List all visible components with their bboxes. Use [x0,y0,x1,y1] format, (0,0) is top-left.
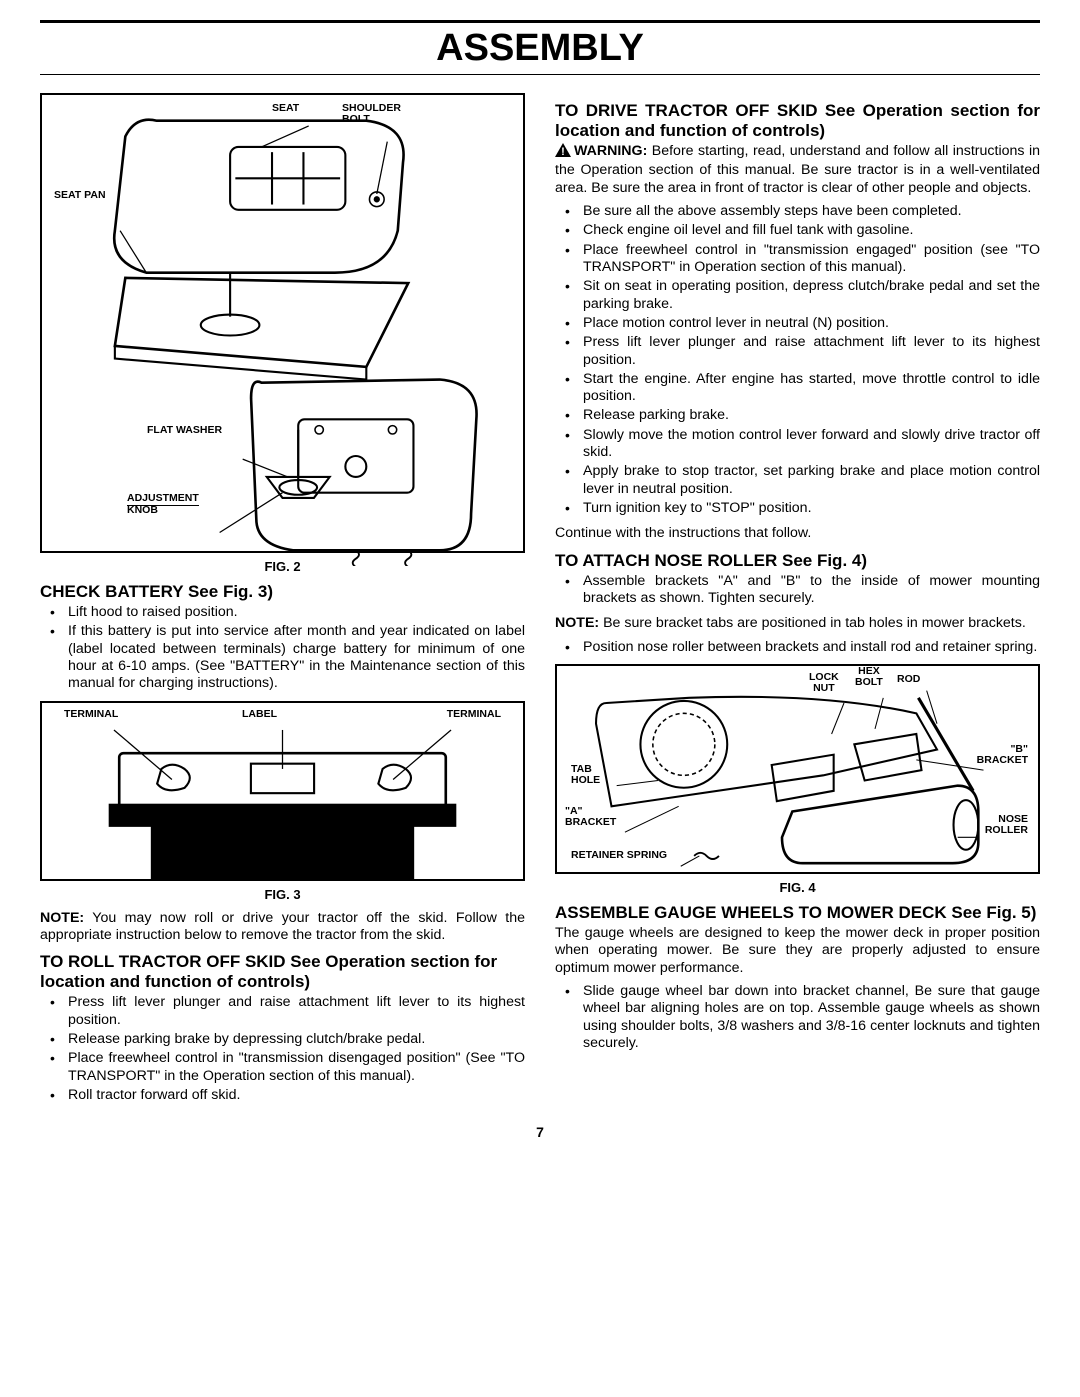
list-item: Place freewheel control in "transmission… [555,242,1040,277]
gauge-wheels-list: Slide gauge wheel bar down into bracket … [555,983,1040,1052]
fig4-label-rod: ROD [897,674,920,685]
fig2-label-flat-washer: FLAT WASHER [147,425,222,436]
drive-off-skid-list: Be sure all the above assembly steps hav… [555,203,1040,517]
fig3-label-terminal-right: TERMINAL [447,709,501,720]
nose-roller-list-1: Assemble brackets "A" and "B" to the ins… [555,573,1040,608]
fig4-label-a-bracket: "A"BRACKET [565,806,616,828]
left-column: SEAT SHOULDERBOLT SEAT PAN FLAT WASHER A… [40,93,525,1112]
list-item: Press lift lever plunger and raise attac… [555,334,1040,369]
figure-4-box: LOCKNUT HEXBOLT ROD TABHOLE "B"BRACKET "… [555,664,1040,874]
note-text: Be sure bracket tabs are positioned in t… [603,615,1026,631]
rule-heavy-top [40,20,1040,23]
fig4-label-b-bracket: "B"BRACKET [977,744,1028,766]
list-item: If this battery is put into service afte… [40,623,525,692]
fig2-diagram [52,105,513,566]
fig2-label-shoulder-bolt: SHOULDERBOLT [342,103,401,125]
list-item: Start the engine. After engine has start… [555,371,1040,406]
roll-off-skid-list: Press lift lever plunger and raise attac… [40,994,525,1104]
page: ASSEMBLY SEAT SHOULDERBOLT SEAT PAN FLAT… [0,0,1080,1170]
fig4-caption: FIG. 4 [555,880,1040,895]
list-item: Release parking brake. [555,407,1040,424]
fig2-label-seat-pan: SEAT PAN [54,190,106,201]
svg-text:!: ! [561,146,565,157]
gauge-wheels-heading: ASSEMBLE GAUGE WHEELS TO MOWER DECK See … [555,903,1040,923]
fig4-label-nose-roller: NOSEROLLER [985,814,1028,836]
fig4-label-retainer-spring: RETAINER SPRING [571,850,667,861]
figure-3-box: TERMINAL LABEL TERMINAL [40,701,525,881]
list-item: Assemble brackets "A" and "B" to the ins… [555,573,1040,608]
list-item: Turn ignition key to "STOP" position. [555,500,1040,517]
page-title: ASSEMBLY [40,27,1040,70]
rule-thin-under-title [40,74,1040,75]
drive-off-skid-heading: TO DRIVE TRACTOR OFF SKID See Operation … [555,101,1040,141]
note-label: NOTE: [555,615,599,631]
fig3-label-terminal-left: TERMINAL [64,709,118,720]
check-battery-list: Lift hood to raised position. If this ba… [40,604,525,693]
fig3-caption: FIG. 3 [40,887,525,902]
fig4-label-hex-bolt: HEXBOLT [855,666,883,688]
list-item: Check engine oil level and fill fuel tan… [555,222,1040,239]
continue-text: Continue with the instructions that foll… [555,525,1040,542]
list-item: Apply brake to stop tractor, set parking… [555,463,1040,498]
check-battery-heading: CHECK BATTERY See Fig. 3) [40,582,525,602]
list-item: Place freewheel control in "transmission… [40,1050,525,1085]
list-item: Be sure all the above assembly steps hav… [555,203,1040,220]
fig4-label-tab-hole: TABHOLE [571,764,600,786]
list-item: Lift hood to raised position. [40,604,525,621]
list-item: Roll tractor forward off skid. [40,1087,525,1104]
list-item: Position nose roller between brackets an… [555,639,1040,656]
gauge-wheels-body: The gauge wheels are designed to keep th… [555,925,1040,977]
warning-paragraph: ! WARNING: Before starting, read, unders… [555,143,1040,197]
fig4-label-lock-nut: LOCKNUT [809,672,839,694]
list-item: Place motion control lever in neutral (N… [555,315,1040,332]
right-column: TO DRIVE TRACTOR OFF SKID See Operation … [555,93,1040,1112]
warning-icon: ! [555,143,571,162]
note-text: You may now roll or drive your tractor o… [40,910,525,943]
list-item: Slowly move the motion control lever for… [555,427,1040,462]
nose-roller-list-2: Position nose roller between brackets an… [555,639,1040,656]
two-column-layout: SEAT SHOULDERBOLT SEAT PAN FLAT WASHER A… [40,93,1040,1112]
fig2-label-knob: KNOB [127,505,158,516]
nose-roller-heading: TO ATTACH NOSE ROLLER See Fig. 4) [555,551,1040,571]
roll-off-skid-heading: TO ROLL TRACTOR OFF SKID See Operation s… [40,952,525,992]
list-item: Slide gauge wheel bar down into bracket … [555,983,1040,1052]
list-item: Sit on seat in operating position, depre… [555,278,1040,313]
note-label: NOTE: [40,910,84,926]
fig4-diagram [565,672,1030,879]
figure-2-box: SEAT SHOULDERBOLT SEAT PAN FLAT WASHER A… [40,93,525,553]
list-item: Release parking brake by depressing clut… [40,1031,525,1048]
note-after-fig3: NOTE: You may now roll or drive your tra… [40,910,525,945]
page-number: 7 [40,1124,1040,1140]
fig3-label-label: LABEL [242,709,277,720]
fig2-label-seat: SEAT [272,103,299,114]
nose-roller-note: NOTE: Be sure bracket tabs are positione… [555,615,1040,632]
warning-label: WARNING: [574,143,647,159]
fig3-diagram [56,711,509,885]
list-item: Press lift lever plunger and raise attac… [40,994,525,1029]
